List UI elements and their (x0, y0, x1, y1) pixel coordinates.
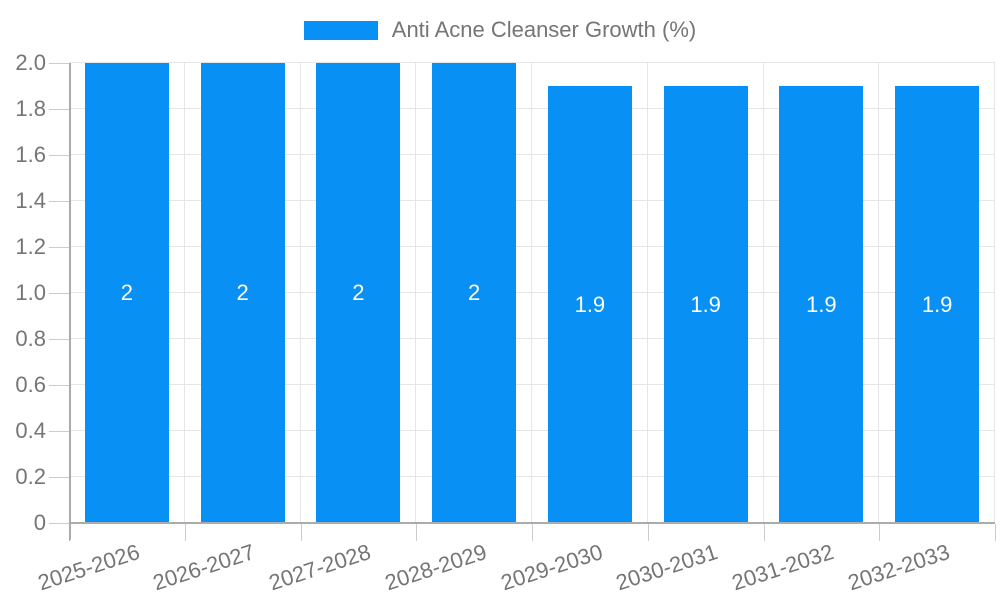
bar-value-label: 1.9 (690, 291, 721, 317)
h-gridline (69, 200, 995, 201)
h-gridline (69, 62, 995, 63)
x-tick-mark (300, 524, 302, 541)
bar: 1.9 (895, 86, 980, 523)
h-gridline (69, 292, 995, 293)
y-axis-line (69, 63, 71, 540)
bar: 2 (84, 63, 169, 523)
v-gridline (531, 63, 532, 523)
v-gridline (415, 63, 417, 523)
h-gridline (69, 108, 995, 109)
x-tick-mark (532, 524, 533, 541)
bar: 1.9 (779, 86, 864, 523)
x-category-label-text: 2025-2026 (34, 539, 143, 596)
x-category-label-text: 2032-2033 (844, 539, 953, 596)
y-tick-mark (49, 293, 69, 294)
y-tick-label: 1.6 (15, 142, 46, 167)
bar: 2 (432, 63, 517, 523)
y-tick-mark (49, 385, 69, 386)
y-tick-label: 0.4 (15, 418, 46, 443)
x-tick-mark (69, 524, 70, 541)
bar: 2 (316, 63, 401, 523)
y-tick-label: 0.2 (15, 464, 46, 489)
y-tick-label: 0.8 (15, 326, 46, 351)
h-gridline (69, 476, 995, 477)
plot-area: 2 2 2 2 1.9 1.9 1.9 1.9 (69, 62, 995, 523)
h-gridline (69, 246, 995, 247)
y-tick-mark (49, 247, 69, 248)
y-tick-label: 2.0 (15, 50, 46, 75)
x-category-label-text: 2026-2027 (150, 539, 259, 596)
y-tick-label: 1.0 (15, 280, 46, 305)
y-tick-mark (49, 339, 69, 340)
v-gridline (762, 63, 764, 523)
x-tick-mark (995, 524, 996, 541)
bar: 1.9 (663, 86, 748, 523)
v-gridline (646, 63, 648, 523)
y-tick-label: 0 (33, 510, 46, 535)
x-tick-mark (763, 524, 765, 541)
bar-value-label: 2 (352, 280, 365, 305)
y-tick-label: 0.6 (15, 372, 46, 397)
bar-value-label: 1.9 (921, 291, 953, 317)
y-tick-label: 1.2 (15, 234, 46, 259)
bar-value-label: 2 (120, 280, 133, 305)
x-tick-mark (416, 524, 418, 541)
y-tick-mark (49, 523, 69, 524)
x-category-label-text: 2029-2030 (497, 539, 606, 596)
y-tick-mark (49, 109, 69, 110)
bar-value-label: 1.9 (806, 291, 837, 317)
y-tick-label: 1.8 (15, 96, 46, 121)
h-gridline (69, 430, 995, 431)
x-tick-mark (879, 524, 881, 541)
v-gridline (994, 63, 995, 523)
x-axis-line (69, 522, 995, 524)
y-tick-mark (49, 201, 69, 202)
y-tick-mark (49, 63, 69, 64)
bar-value-label: 2 (236, 280, 249, 305)
y-tick-mark (49, 155, 69, 156)
bar: 1.9 (547, 86, 632, 523)
y-tick-label: 1.4 (15, 188, 46, 213)
h-gridline (69, 338, 995, 339)
bar-value-label: 1.9 (574, 291, 606, 317)
y-tick-mark (49, 431, 69, 432)
v-gridline (299, 63, 301, 523)
y-tick-mark (49, 477, 69, 478)
bar: 2 (200, 63, 285, 523)
x-category-label-text: 2031-2032 (728, 539, 837, 596)
x-category-label-text: 2028-2029 (381, 539, 490, 596)
v-gridline (183, 63, 185, 523)
x-category-label-text: 2027-2028 (265, 539, 374, 596)
bar-value-label: 2 (468, 280, 481, 305)
h-gridline (69, 154, 995, 155)
x-tick-mark (647, 524, 649, 541)
legend-swatch (303, 20, 378, 40)
v-gridline (878, 63, 880, 523)
x-category-label-text: 2030-2031 (613, 539, 722, 596)
x-tick-mark (184, 524, 186, 541)
h-gridline (69, 384, 995, 385)
legend-label: Anti Acne Cleanser Growth (%) (391, 17, 697, 42)
chart-legend: Anti Acne Cleanser Growth (%) (0, 16, 1000, 44)
